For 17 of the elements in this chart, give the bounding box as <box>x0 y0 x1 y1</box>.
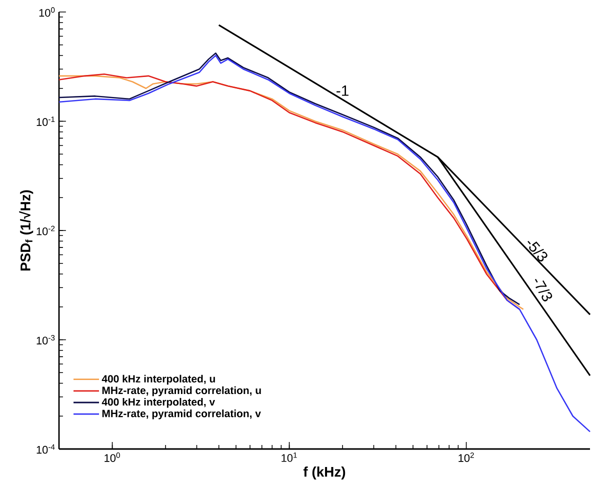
x-axis-title: f (kHz) <box>303 466 346 480</box>
x-tick-label: 10$^{2}$ <box>458 452 474 462</box>
y-axis-title: PSD$_{f}$ (1/√Hz) <box>19 190 34 271</box>
legend-label: MHz-rate, pyramid correlation, u <box>102 386 261 396</box>
y-tick-label: 10$^{-2}$ <box>36 226 55 236</box>
legend-label: 400 kHz interpolated, u <box>102 374 215 385</box>
legend-label: 400 kHz interpolated, v <box>102 398 216 408</box>
x-tick-label: 10$^{1}$ <box>282 452 297 462</box>
annotation: -7/3 <box>534 278 552 302</box>
legend-label: MHz-rate, pyramid correlation, v <box>102 410 261 420</box>
y-tick-label: 10$^{-4}$ <box>36 444 55 454</box>
x-tick-label: 10$^{0}$ <box>104 452 120 462</box>
y-tick-label: 10$^{-3}$ <box>36 335 55 345</box>
y-tick-label: 10$^{0}$ <box>39 7 55 17</box>
annotation: -1 <box>336 86 348 96</box>
y-tick-label: 10$^{-1}$ <box>36 116 55 126</box>
annotation: -5/3 <box>528 240 548 262</box>
